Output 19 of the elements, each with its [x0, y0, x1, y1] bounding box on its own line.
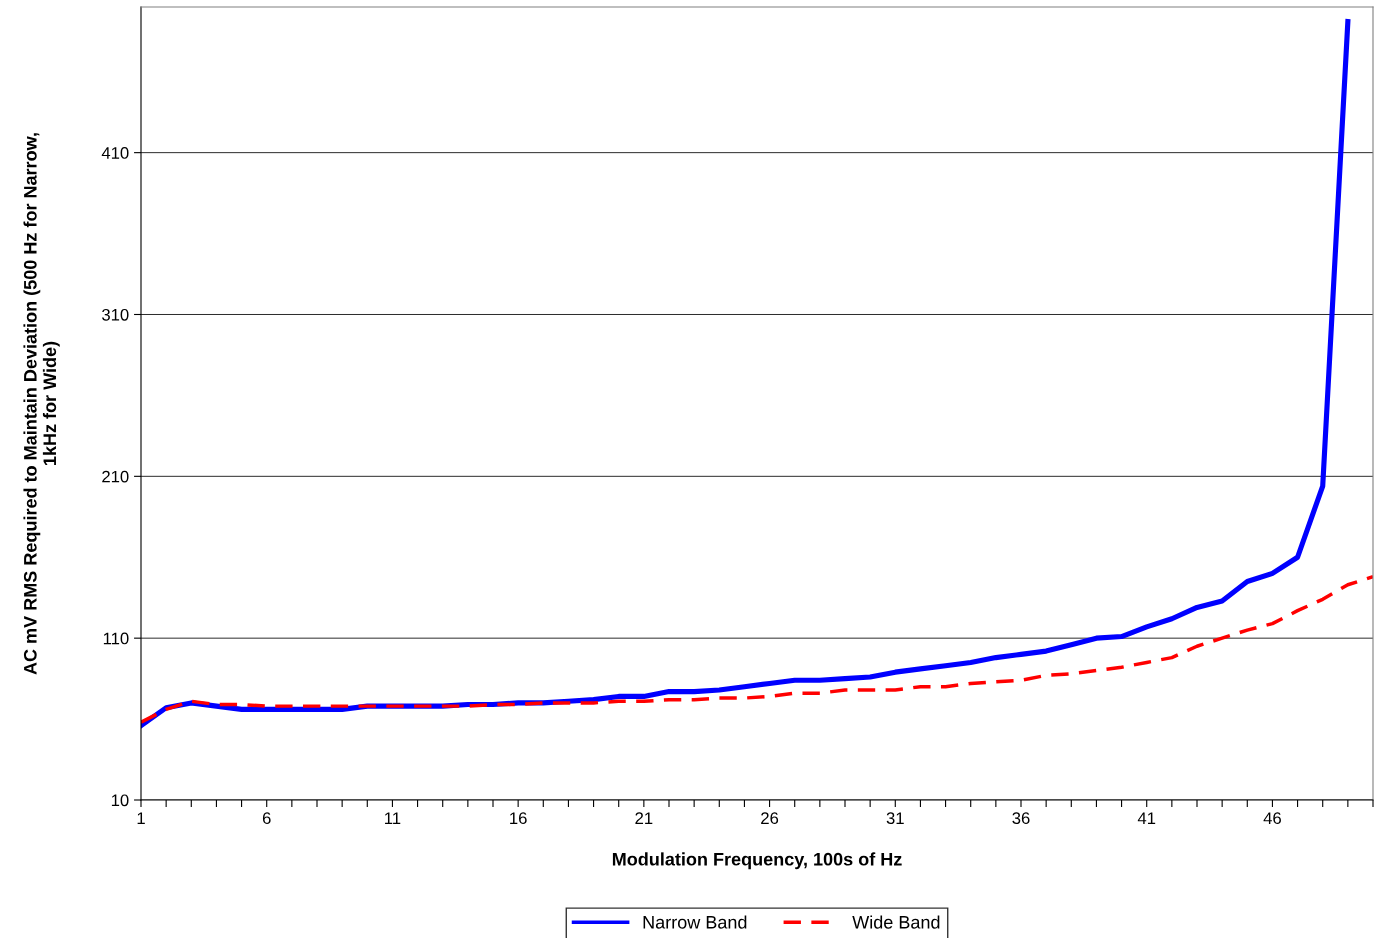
x-tick-label: 26: [761, 812, 779, 825]
legend-label: Wide Band: [852, 915, 940, 929]
x-tick-label: 1: [137, 812, 145, 824]
x-axis-title: Modulation Frequency, 100s of Hz: [612, 852, 902, 870]
y-tick-label: 10: [111, 794, 129, 807]
y-tick-label: 110: [103, 632, 129, 645]
y-tick-label: 210: [102, 470, 129, 483]
x-tick-label: 36: [1012, 812, 1030, 825]
x-tick-label: 11: [385, 812, 401, 824]
x-tick-label: 31: [886, 812, 904, 825]
x-tick-label: 6: [262, 812, 271, 825]
y-axis-title: AC mV RMS Required to Maintain Deviation (500 Hz for Narrow, 1kHz for Wide): [23, 133, 60, 675]
y-tick-label: 410: [101, 147, 129, 159]
legend-label: Narrow Band: [643, 915, 747, 929]
x-tick-label: 16: [510, 812, 527, 825]
x-tick-label: 46: [1263, 812, 1281, 825]
y-tick-label: 310: [102, 308, 129, 321]
x-tick-label: 21: [635, 812, 653, 824]
x-tick-label: 41: [1137, 812, 1156, 824]
